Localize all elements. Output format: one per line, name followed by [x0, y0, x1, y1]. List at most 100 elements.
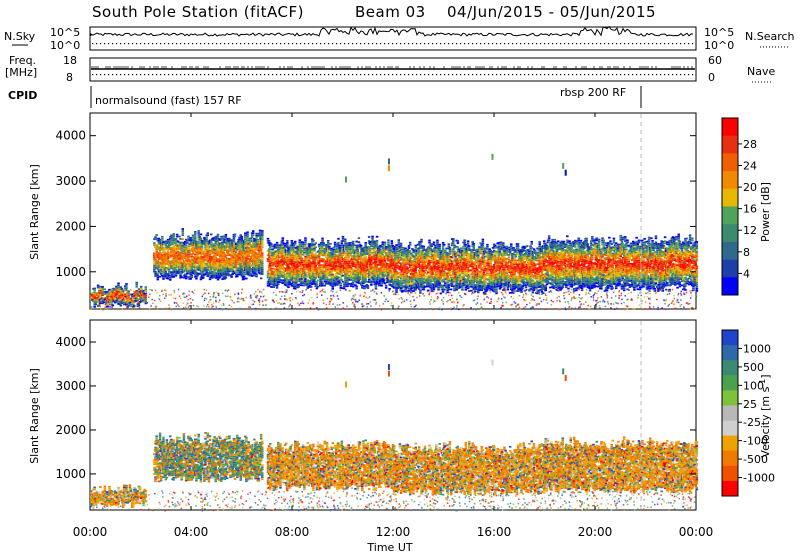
- echo-cell: [178, 258, 181, 260]
- echo-cell: [398, 272, 401, 274]
- echo-cell: [291, 240, 294, 242]
- echo-cell: [296, 280, 299, 282]
- echo-cell: [188, 252, 191, 254]
- nsearch-dot: [204, 43, 205, 44]
- echo-cell: [297, 286, 300, 288]
- echo-cell: [429, 278, 432, 280]
- echo-cell: [294, 241, 297, 243]
- echo-cell: [371, 240, 374, 242]
- echo-cell: [192, 236, 195, 238]
- echo-cell: [312, 254, 315, 256]
- echo-cell: [232, 265, 235, 267]
- echo-cell: [255, 235, 258, 237]
- echo-cell: [449, 249, 452, 251]
- nsearch-dot: [392, 43, 393, 44]
- echo-cell: [270, 243, 273, 245]
- echo-cell: [341, 287, 344, 289]
- nave-dot: [340, 74, 341, 75]
- echo-cell: [342, 236, 345, 238]
- echo-cell: [269, 283, 272, 285]
- echo-cell: [318, 246, 321, 248]
- echo-cell: [394, 252, 397, 254]
- echo-cell: [418, 288, 421, 290]
- echo-cell: [342, 254, 345, 256]
- echo-cell: [274, 268, 277, 270]
- echo-cell: [436, 262, 439, 264]
- nave-dot: [468, 74, 469, 75]
- echo-cell: [410, 267, 413, 269]
- echo-cell: [249, 262, 252, 264]
- echo-cell: [407, 253, 410, 255]
- echo-cell: [317, 280, 320, 282]
- echo-cell: [272, 254, 275, 256]
- nsearch-dot: [404, 43, 405, 44]
- echo-cell: [444, 282, 447, 284]
- echo-cell: [419, 292, 422, 294]
- echo-cell: [321, 283, 324, 285]
- echo-cell: [325, 266, 328, 268]
- echo-cell: [443, 260, 446, 262]
- nave-dot: [608, 74, 609, 75]
- echo-cell: [428, 276, 431, 278]
- echo-cell: [314, 265, 317, 267]
- echo-cell: [419, 290, 422, 292]
- echo-cell: [427, 255, 430, 257]
- echo-cell: [194, 235, 197, 237]
- nave-dot: [120, 74, 121, 75]
- echo-cell: [178, 268, 181, 270]
- nave-dot: [144, 74, 145, 75]
- echo-cell: [185, 263, 188, 265]
- nsearch-dot: [152, 43, 153, 44]
- echo-cell: [220, 236, 223, 238]
- echo-cell: [288, 275, 291, 277]
- echo-cell: [255, 259, 258, 261]
- echo-cell: [233, 240, 236, 242]
- echo-cell: [418, 257, 421, 259]
- echo-cell: [261, 240, 264, 242]
- echo-cell: [200, 254, 203, 256]
- nave-dot: [432, 74, 433, 75]
- echo-cell: [182, 234, 185, 236]
- echo-cell: [168, 246, 171, 248]
- nave-dot: [176, 74, 177, 75]
- echo-cell: [268, 240, 271, 242]
- echo-cell: [237, 261, 240, 263]
- echo-cell: [176, 236, 179, 238]
- echo-cell: [105, 291, 108, 293]
- echo-cell: [225, 277, 228, 279]
- echo-cell: [261, 242, 264, 244]
- nave-dot: [164, 74, 165, 75]
- echo-cell: [187, 262, 190, 264]
- echo-cell: [440, 252, 443, 254]
- echo-cell: [330, 270, 333, 272]
- echo-cell: [426, 273, 429, 275]
- nsearch-dot: [364, 43, 365, 44]
- echo-cell: [382, 254, 385, 256]
- echo-cell: [393, 287, 396, 289]
- echo-cell: [123, 299, 126, 301]
- echo-cell: [300, 280, 303, 282]
- nave-dot: [288, 74, 289, 75]
- echo-cell: [246, 236, 249, 238]
- nave-dot: [644, 74, 645, 75]
- echo-cell: [369, 252, 372, 254]
- echo-cell: [434, 265, 437, 267]
- echo-cell: [428, 242, 431, 244]
- echo-cell: [164, 271, 167, 273]
- nsearch-dot: [432, 43, 433, 44]
- echo-cell: [371, 276, 374, 278]
- echo-cell: [282, 237, 285, 239]
- echo-cell: [444, 276, 447, 278]
- nsearch-dot: [168, 43, 169, 44]
- nsearch-dot: [108, 43, 109, 44]
- nsearch-dot: [564, 43, 565, 44]
- echo-cell: [429, 284, 432, 286]
- echo-cell: [267, 238, 270, 240]
- nsearch-dot: [248, 43, 249, 44]
- echo-cell: [121, 302, 124, 304]
- echo-cell: [108, 299, 111, 301]
- nave-dot: [532, 74, 533, 75]
- echo-cell: [205, 263, 208, 265]
- echo-cell: [145, 288, 148, 290]
